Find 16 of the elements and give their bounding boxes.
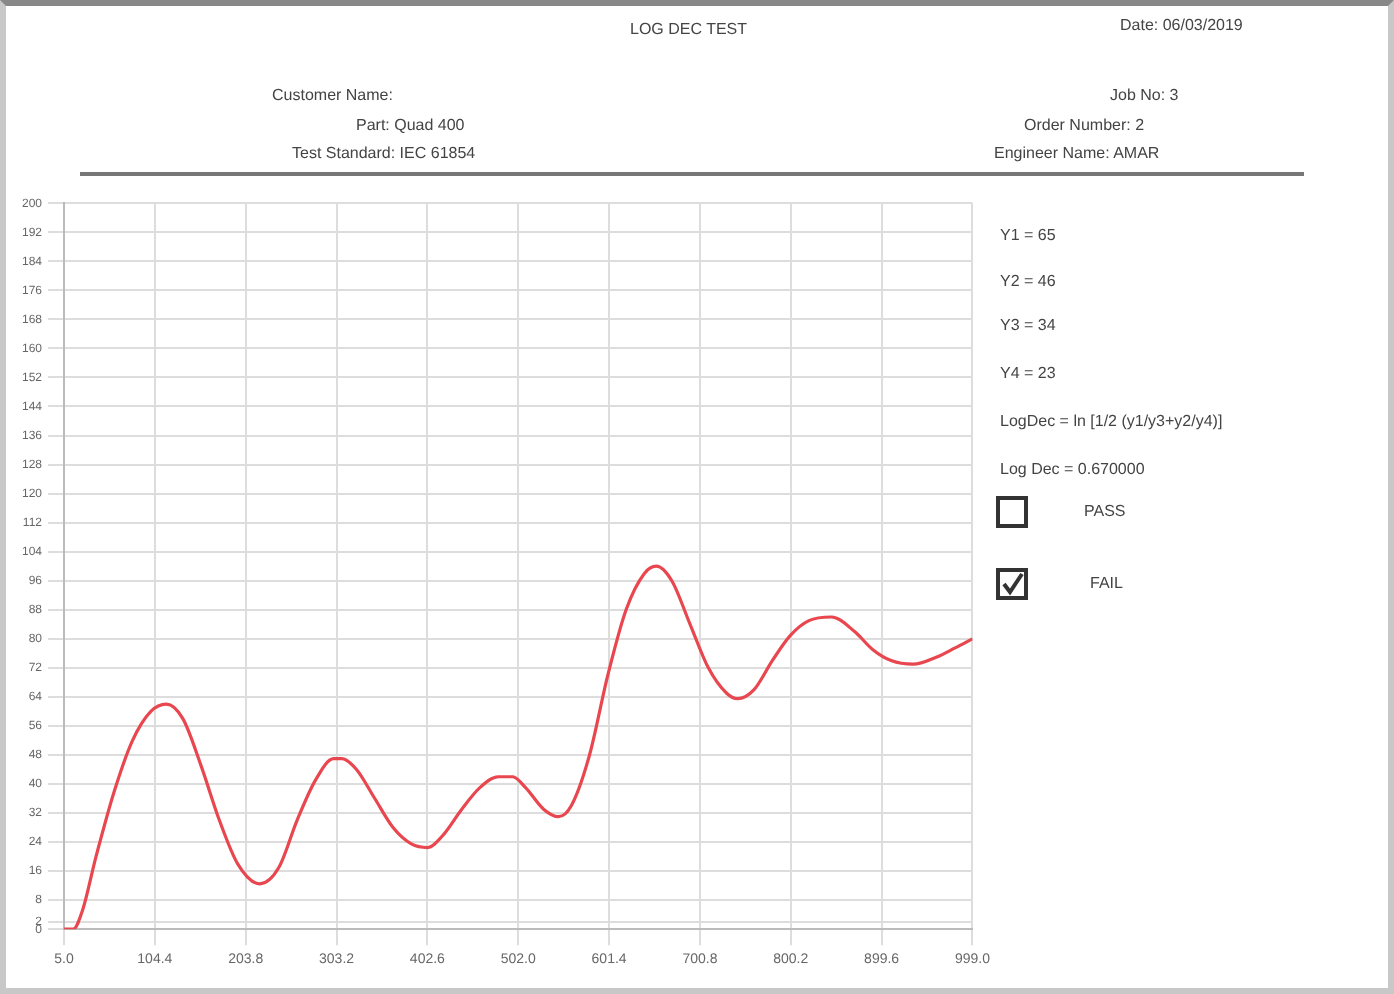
text: Y3 = 34 (1000, 316, 1056, 334)
text: Y2 = 46 (1000, 272, 1056, 290)
text: Customer Name: (272, 86, 393, 104)
text: Y4 = 23 (1000, 364, 1056, 382)
text: Date: 06/03/2019 (1120, 16, 1243, 34)
text: Order Number: 2 (1024, 116, 1145, 134)
text: Part: Quad 400 (356, 116, 465, 134)
text: Test Standard: IEC 61854 (292, 144, 476, 162)
text: Y1 = 65 (1000, 226, 1056, 244)
text: Log Dec = 0.670000 (1000, 460, 1145, 478)
text: FAIL (1090, 574, 1123, 592)
text: Engineer Name: AMAR (994, 144, 1160, 162)
text: PASS (1084, 502, 1126, 520)
chart-title: LOG DEC TEST (630, 20, 748, 38)
text: Job No: 3 (1110, 86, 1179, 104)
text: LogDec = ln [1/2 (y1/y3+y2/y4)] (1000, 412, 1223, 430)
